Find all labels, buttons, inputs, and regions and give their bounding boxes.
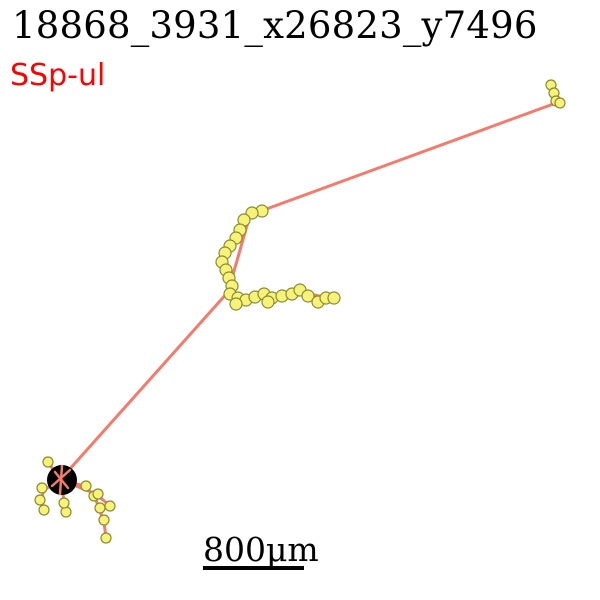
soma-overlay-branches bbox=[50, 464, 72, 496]
neuron-id-title: 18868_3931_x26823_y7496 bbox=[12, 4, 538, 47]
axon-paths bbox=[58, 84, 558, 482]
scale-bar bbox=[203, 566, 304, 570]
scale-bar-label: 800μm bbox=[203, 530, 319, 569]
long-projection-to-topright bbox=[226, 101, 558, 294]
brain-region-label: SSp-ul bbox=[10, 58, 106, 93]
topright-nodes bbox=[545, 79, 566, 109]
soma-dendrite-nodes bbox=[34, 456, 116, 544]
middle-arbor-nodes bbox=[215, 204, 341, 311]
projection-from-soma bbox=[58, 290, 230, 482]
